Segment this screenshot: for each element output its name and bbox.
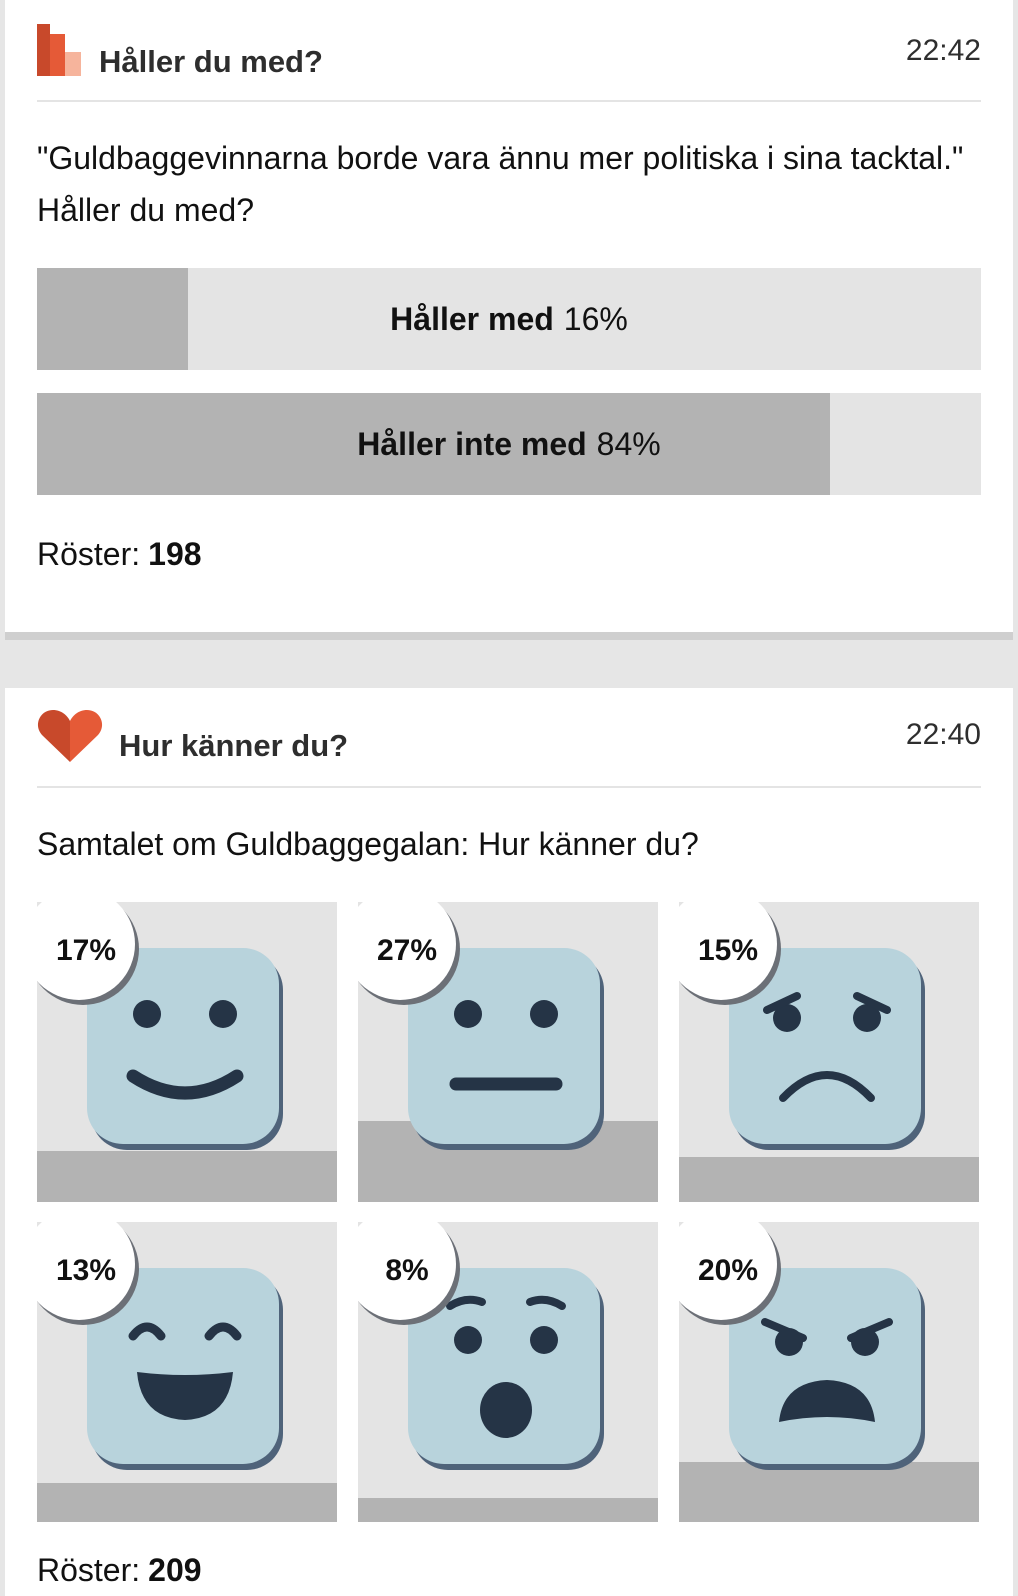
mood-votes-label: Röster: <box>37 1552 141 1588</box>
poll-votes-count: 198 <box>148 536 202 572</box>
mood-level-fill <box>37 1483 337 1522</box>
mood-level-fill <box>37 1151 337 1202</box>
poll-header: Håller du med? 22:42 <box>37 0 981 102</box>
mood-question: Samtalet om Guldbaggegalan: Hur känner d… <box>37 826 699 862</box>
mood-poll-card: Hur känner du? 22:40 Samtalet om Guldbag… <box>5 688 1013 1596</box>
mood-option-laughing[interactable]: 13% <box>37 1222 337 1522</box>
option-agree-fill <box>37 268 189 370</box>
agree-poll-card: Håller du med? 22:42 "Guldbaggevinnarna … <box>5 0 1013 640</box>
angry-face-icon <box>729 1268 925 1470</box>
option-disagree-percent: 84% <box>596 425 661 462</box>
poll-title: Håller du med? <box>99 44 323 79</box>
mood-option-neutral[interactable]: 27% <box>358 902 658 1202</box>
poll-votes-label: Röster: <box>37 536 141 572</box>
mood-votes-count: 209 <box>148 1552 202 1588</box>
option-disagree-button[interactable]: Håller inte med 84% <box>37 393 981 495</box>
surprised-face-icon <box>408 1268 604 1470</box>
neutral-face-icon <box>408 948 604 1150</box>
mood-level-fill <box>679 1462 979 1522</box>
bar-chart-icon <box>37 24 81 76</box>
laughing-face-icon <box>87 1268 283 1470</box>
happy-face-icon <box>87 948 283 1150</box>
mood-option-sad[interactable]: 15% <box>679 902 979 1202</box>
mood-header: Hur känner du? 22:40 <box>37 688 981 788</box>
mood-level-fill <box>358 1498 658 1522</box>
option-agree-button[interactable]: Håller med 16% <box>37 268 981 370</box>
option-agree-percent: 16% <box>563 300 628 337</box>
sad-face-icon <box>729 948 925 1150</box>
mood-votes: Röster: 209 <box>37 1552 202 1589</box>
option-disagree-fill <box>37 393 830 495</box>
mood-option-angry[interactable]: 20% <box>679 1222 979 1522</box>
heart-icon <box>37 710 103 762</box>
mood-percent: 13% <box>37 1222 135 1320</box>
option-agree-label: Håller med <box>390 300 554 337</box>
mood-level-fill <box>679 1157 979 1202</box>
mood-time: 22:40 <box>905 718 981 751</box>
mood-option-happy[interactable]: 17% <box>37 902 337 1202</box>
poll-question: "Guldbaggevinnarna borde vara ännu mer p… <box>37 140 964 228</box>
mood-option-surprised[interactable]: 8% <box>358 1222 658 1522</box>
option-disagree-label: Håller inte med <box>357 425 587 462</box>
poll-time: 22:42 <box>905 34 981 67</box>
mood-title: Hur känner du? <box>119 728 349 763</box>
poll-votes: Röster: 198 <box>37 536 202 573</box>
